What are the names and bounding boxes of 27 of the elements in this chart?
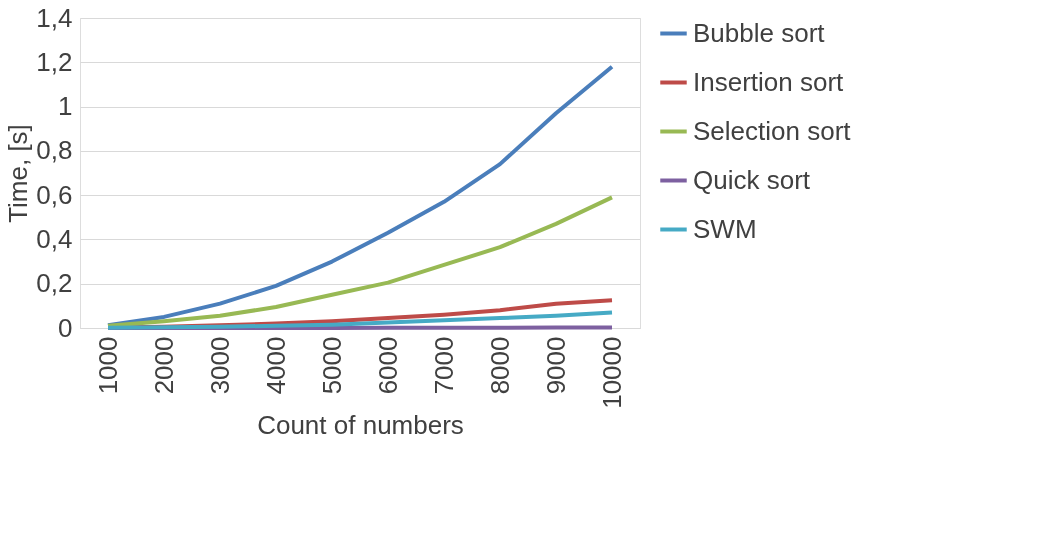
x-tick-label: 7000 (428, 336, 459, 395)
y-tick-label: 0,2 (36, 268, 73, 299)
x-tick-label: 1000 (92, 336, 123, 395)
line-series (106, 310, 614, 330)
x-axis-title: Count of numbers (257, 409, 464, 440)
x-tick-label: 6000 (372, 336, 403, 395)
x-tick-label: 8000 (484, 336, 515, 395)
y-tick-label: 0 (58, 312, 73, 343)
y-axis-title: Time, [s] (3, 124, 34, 223)
legend-label: SWM (693, 213, 757, 244)
x-tick-label: 5000 (316, 336, 347, 395)
y-tick-label: 1,4 (36, 2, 73, 33)
y-tick-label: 1 (58, 91, 73, 122)
y-tick-label: 0,4 (36, 223, 73, 254)
legend-label: Quick sort (693, 164, 811, 195)
x-tick-label: 4000 (260, 336, 291, 395)
legend-label: Selection sort (693, 115, 852, 146)
y-tick-label: 1,2 (36, 46, 73, 77)
legend-label: Insertion sort (693, 66, 845, 97)
x-tick-label: 10000 (596, 336, 627, 409)
line-series (106, 195, 614, 328)
x-tick-label: 9000 (540, 336, 571, 395)
x-tick-label: 3000 (204, 336, 235, 395)
y-tick-label: 0,8 (36, 135, 73, 166)
y-tick-label: 0,6 (36, 179, 73, 210)
legend-label: Bubble sort (693, 17, 826, 48)
x-tick-label: 2000 (148, 336, 179, 395)
